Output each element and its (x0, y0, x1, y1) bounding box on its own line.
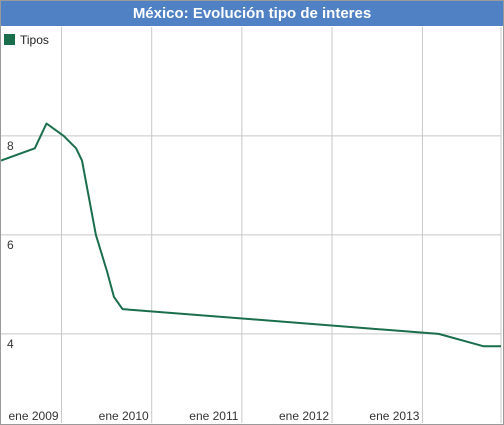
y-tick-label: 4 (7, 337, 14, 351)
y-tick-label: 6 (7, 238, 14, 252)
x-tick-label: ene 2009 (8, 409, 58, 423)
legend[interactable]: Tipos (4, 33, 49, 47)
y-tick-label: 8 (7, 139, 14, 153)
grid (1, 27, 501, 423)
x-axis-ticks: ene 2009 ene 2010 ene 2011 ene 2012 ene 2013 (8, 409, 419, 423)
chart-title: México: Evolución tipo de interes (1, 1, 503, 26)
series-layer (1, 122, 501, 348)
y-axis-ticks: 8 6 4 (7, 139, 14, 351)
x-tick-label: ene 2010 (99, 409, 149, 423)
x-tick-label: ene 2012 (279, 409, 329, 423)
x-tick-label: ene 2013 (369, 409, 419, 423)
legend-swatch (4, 34, 15, 45)
x-tick-label: ene 2011 (189, 409, 238, 423)
series-line (1, 122, 501, 348)
legend-label: Tipos (20, 33, 49, 47)
